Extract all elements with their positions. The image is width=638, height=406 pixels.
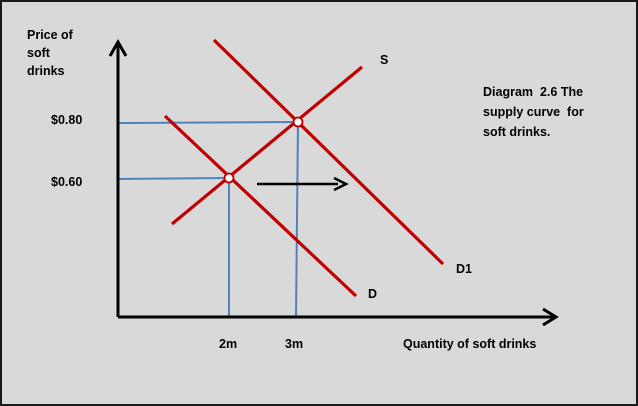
supply-curve: [170, 65, 364, 226]
guide-price-high: [117, 121, 299, 124]
y-axis-title-line-2: soft: [27, 46, 51, 60]
shift-arrow-head: [333, 176, 349, 192]
tick-qty-high: 3m: [285, 337, 303, 351]
caption-line-3: soft drinks.: [483, 125, 550, 139]
equilibrium-point-shifted: [292, 116, 304, 128]
x-axis-arrowhead: [542, 307, 559, 327]
tick-qty-low: 2m: [219, 337, 237, 351]
y-axis-arrowhead: [108, 38, 128, 57]
tick-price-low: $0.60: [51, 175, 82, 189]
tick-price-high: $0.80: [51, 113, 82, 127]
x-axis-title: Quantity of soft drinks: [403, 337, 536, 351]
demand-shifted-curve: [212, 38, 445, 266]
demand-curve-label: D: [368, 287, 377, 301]
demand-shifted-curve-label: D1: [456, 262, 472, 276]
guide-price-low: [117, 177, 230, 180]
y-axis-title-line-3: drinks: [27, 64, 65, 78]
equilibrium-point-original: [223, 172, 235, 184]
supply-curve-label: S: [380, 53, 388, 67]
demand-curve: [163, 114, 358, 298]
guide-qty-high: [295, 121, 299, 318]
caption-line-2: supply curve for: [483, 105, 584, 119]
y-axis-title-line-1: Price of: [27, 28, 74, 42]
caption-line-1: Diagram 2.6 The: [483, 85, 583, 99]
